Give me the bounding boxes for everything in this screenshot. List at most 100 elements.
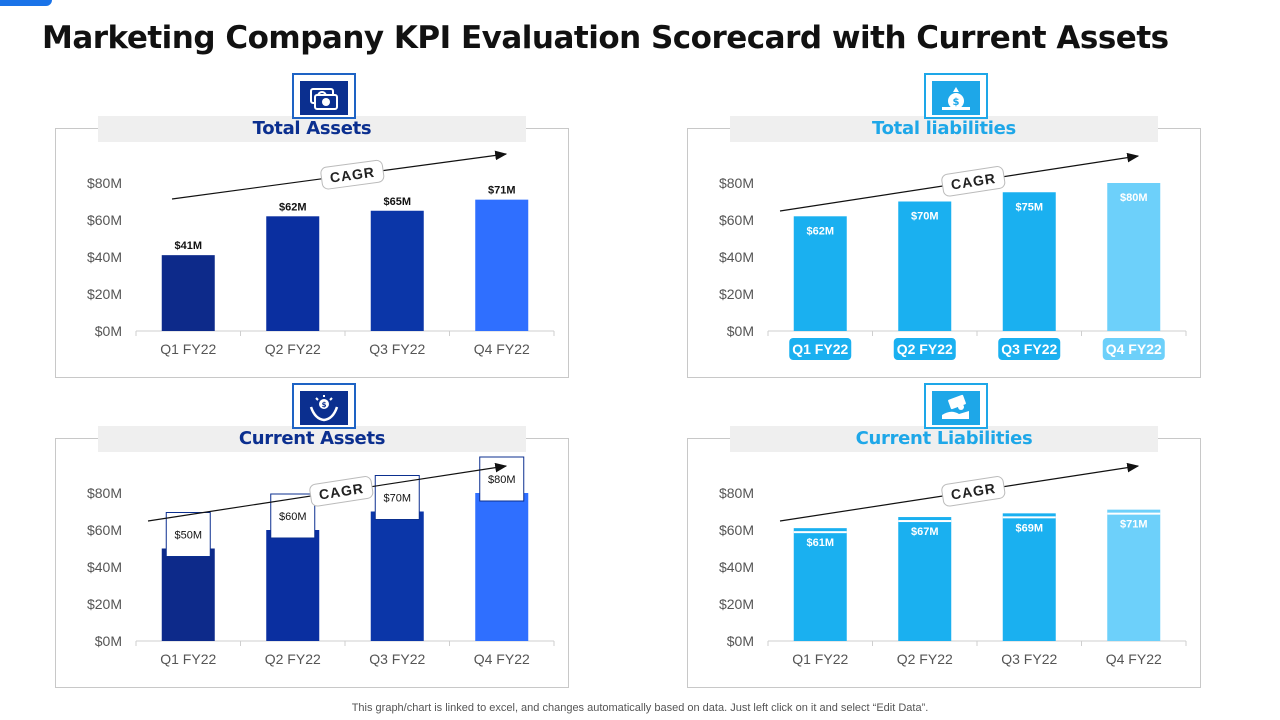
bar bbox=[793, 216, 847, 331]
y-tick-label: $0M bbox=[95, 323, 122, 339]
y-tick-label: $60M bbox=[719, 212, 754, 228]
x-tick-label: Q1 FY22 bbox=[792, 341, 848, 357]
y-tick-label: $80M bbox=[719, 175, 754, 191]
chart-panel-current-liabilities[interactable]: Current Liabilities $0M $20M $40M $60M $80M $… bbox=[687, 426, 1201, 688]
category-pill bbox=[1102, 338, 1165, 360]
cagr-badge-bg bbox=[941, 476, 1006, 507]
chart-panel-current-assets[interactable]: Current Assets $0M $20M $40M $60M $80M $50M Q1… bbox=[55, 426, 569, 688]
x-tick-label: Q3 FY22 bbox=[369, 651, 425, 667]
x-tick-label: Q4 FY22 bbox=[1106, 651, 1162, 667]
category-pill bbox=[789, 338, 852, 360]
bar bbox=[475, 199, 529, 331]
y-tick-label: $20M bbox=[719, 286, 754, 302]
bar-chart: $0M $20M $40M $60M $80M $41M Q1 FY22 $62M Q2 FY2… bbox=[87, 150, 555, 357]
x-tick-label: Q2 FY22 bbox=[265, 651, 321, 667]
data-label: $70M bbox=[911, 211, 939, 223]
data-label: $71M bbox=[488, 185, 516, 197]
category-pill bbox=[998, 338, 1061, 360]
bar-highlight-stripe bbox=[793, 531, 847, 534]
data-label: $50M bbox=[174, 530, 202, 542]
data-label: $70M bbox=[383, 493, 411, 505]
cagr-badge: CAGR bbox=[941, 166, 1006, 197]
data-label: $75M bbox=[1015, 201, 1043, 213]
data-label: $71M bbox=[1120, 519, 1148, 531]
money-bag-icon: $ bbox=[924, 73, 988, 119]
data-label: $61M bbox=[806, 537, 834, 549]
y-tick-label: $0M bbox=[95, 633, 122, 649]
bar-highlight-stripe bbox=[1002, 516, 1056, 519]
chart-panel-total-liabilities[interactable]: Total liabilities $0M $20M $40M $60M $80M $62… bbox=[687, 116, 1201, 378]
y-tick-label: $40M bbox=[87, 559, 122, 575]
data-label-box bbox=[165, 512, 211, 557]
bar bbox=[266, 530, 320, 641]
bar bbox=[475, 493, 529, 641]
data-label: $80M bbox=[1120, 192, 1148, 204]
data-label: $41M bbox=[174, 240, 202, 252]
x-tick-label: Q2 FY22 bbox=[265, 341, 321, 357]
category-pill bbox=[893, 338, 956, 360]
x-tick-label: Q2 FY22 bbox=[897, 651, 953, 667]
y-tick-label: $60M bbox=[87, 522, 122, 538]
bar-highlight-stripe bbox=[898, 520, 952, 523]
cagr-badge: CAGR bbox=[309, 476, 374, 507]
x-tick-label: Q4 FY22 bbox=[474, 651, 530, 667]
data-label: $67M bbox=[911, 526, 939, 538]
x-tick-label: Q1 FY22 bbox=[160, 651, 216, 667]
bar bbox=[793, 528, 847, 641]
data-label: $69M bbox=[1015, 522, 1043, 534]
chart-title: Total Assets bbox=[98, 116, 526, 142]
y-tick-label: $40M bbox=[87, 249, 122, 265]
x-tick-label: Q4 FY22 bbox=[474, 341, 530, 357]
bar-chart: $0M $20M $40M $60M $80M $62M Q1 FY22 $70M Q2 FY2… bbox=[719, 152, 1187, 360]
x-tick-label: Q1 FY22 bbox=[160, 341, 216, 357]
cagr-label: CAGR bbox=[950, 480, 997, 503]
y-tick-label: $40M bbox=[719, 559, 754, 575]
y-tick-label: $20M bbox=[87, 596, 122, 612]
chart-panel-total-assets[interactable]: Total Assets $0M $20M $40M $60M $80M $41M Q1 F… bbox=[55, 116, 569, 378]
data-label: $60M bbox=[279, 511, 307, 523]
y-tick-label: $60M bbox=[719, 522, 754, 538]
footer-note: This graph/chart is linked to excel, and… bbox=[351, 702, 929, 714]
x-tick-label: Q1 FY22 bbox=[792, 651, 848, 667]
cagr-label: CAGR bbox=[329, 164, 376, 186]
chart-title: Current Liabilities bbox=[730, 426, 1158, 452]
bar bbox=[161, 548, 215, 641]
page-title: Marketing Company KPI Evaluation Scoreca… bbox=[42, 20, 1169, 56]
bar bbox=[370, 210, 424, 331]
bar bbox=[370, 511, 424, 641]
data-label: $65M bbox=[383, 196, 411, 208]
x-tick-label: Q3 FY22 bbox=[1001, 651, 1057, 667]
cagr-badge-bg bbox=[941, 166, 1006, 197]
svg-text:$: $ bbox=[953, 97, 960, 108]
x-tick-label: Q3 FY22 bbox=[1001, 341, 1057, 357]
bar bbox=[1002, 513, 1056, 641]
hand-cash-icon bbox=[924, 383, 988, 429]
y-tick-label: $0M bbox=[727, 633, 754, 649]
data-label: $80M bbox=[488, 474, 516, 486]
y-tick-label: $60M bbox=[87, 212, 122, 228]
bar-chart: $0M $20M $40M $60M $80M $61M Q1 FY22 $67M Q2 FY2… bbox=[719, 462, 1187, 667]
cagr-label: CAGR bbox=[950, 170, 997, 193]
bar bbox=[898, 201, 952, 331]
y-tick-label: $40M bbox=[719, 249, 754, 265]
bar bbox=[1002, 192, 1056, 331]
y-tick-label: $20M bbox=[87, 286, 122, 302]
x-tick-label: Q4 FY22 bbox=[1106, 341, 1162, 357]
bar bbox=[898, 517, 952, 641]
chart-title: Total liabilities bbox=[730, 116, 1158, 142]
svg-text:$: $ bbox=[322, 401, 327, 409]
data-label: $62M bbox=[806, 225, 834, 237]
y-tick-label: $80M bbox=[87, 485, 122, 501]
x-tick-label: Q3 FY22 bbox=[369, 341, 425, 357]
cagr-badge: CAGR bbox=[320, 159, 385, 190]
data-label: $62M bbox=[279, 201, 307, 213]
hands-coin-icon: $ bbox=[292, 383, 356, 429]
cagr-label: CAGR bbox=[318, 480, 365, 503]
bar bbox=[266, 216, 320, 331]
top-accent-bar bbox=[0, 0, 52, 6]
x-tick-label: Q2 FY22 bbox=[897, 341, 953, 357]
bar bbox=[161, 255, 215, 331]
chart-title: Current Assets bbox=[98, 426, 526, 452]
cagr-badge-bg bbox=[309, 476, 374, 507]
bar bbox=[1107, 183, 1161, 331]
